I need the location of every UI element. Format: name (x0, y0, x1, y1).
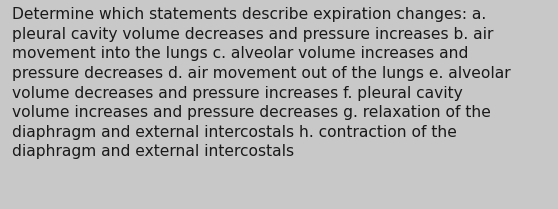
Text: Determine which statements describe expiration changes: a.
pleural cavity volume: Determine which statements describe expi… (12, 7, 511, 159)
